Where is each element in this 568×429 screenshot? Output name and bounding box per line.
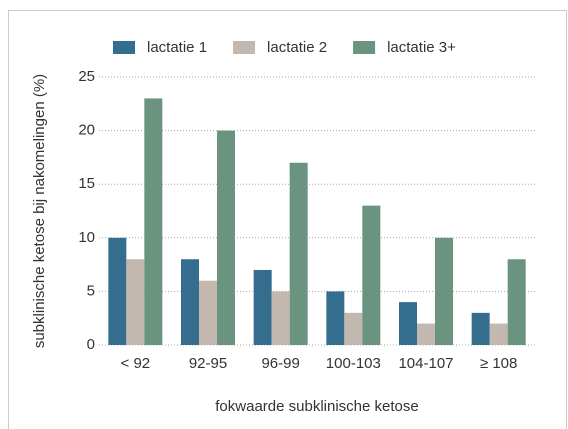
y-axis-label: subklinische ketose bij nakomelingen (%) xyxy=(31,74,48,348)
legend-label: lactatie 3+ xyxy=(387,39,456,56)
bar xyxy=(289,162,308,345)
y-tick-label: 0 xyxy=(87,336,95,353)
x-tick-label: 92-95 xyxy=(189,355,227,372)
y-tick-label: 20 xyxy=(78,122,95,139)
y-tick-label: 15 xyxy=(78,175,95,192)
bar xyxy=(471,312,490,345)
x-tick-label: 100-103 xyxy=(326,355,381,372)
bar xyxy=(417,323,435,345)
bar xyxy=(253,269,272,345)
bar xyxy=(399,302,417,345)
bar xyxy=(108,237,127,345)
y-tick-label: 5 xyxy=(87,282,95,299)
bar xyxy=(344,312,363,345)
bar xyxy=(489,323,508,345)
y-tick-label: 10 xyxy=(78,229,95,246)
frame xyxy=(8,10,567,429)
x-tick-label: 96-99 xyxy=(261,355,299,372)
x-tick-label: 104-107 xyxy=(398,355,453,372)
bar xyxy=(126,259,145,345)
x-axis-label: fokwaarde subklinische ketose xyxy=(215,398,418,415)
bar xyxy=(362,205,381,345)
bar xyxy=(507,259,526,345)
bar xyxy=(181,259,199,345)
legend-label: lactatie 1 xyxy=(147,39,207,56)
legend-swatch xyxy=(353,41,376,54)
bar xyxy=(144,98,163,345)
y-tick-label: 25 xyxy=(78,68,95,85)
x-tick-label: < 92 xyxy=(121,355,151,372)
bar xyxy=(199,280,217,345)
legend-swatch xyxy=(113,41,135,54)
legend-label: lactatie 2 xyxy=(267,39,327,56)
bar xyxy=(326,291,345,345)
bar xyxy=(435,237,453,345)
bar xyxy=(271,291,290,345)
x-tick-label: ≥ 108 xyxy=(480,355,517,372)
bar xyxy=(217,130,235,345)
legend-swatch xyxy=(233,41,256,54)
